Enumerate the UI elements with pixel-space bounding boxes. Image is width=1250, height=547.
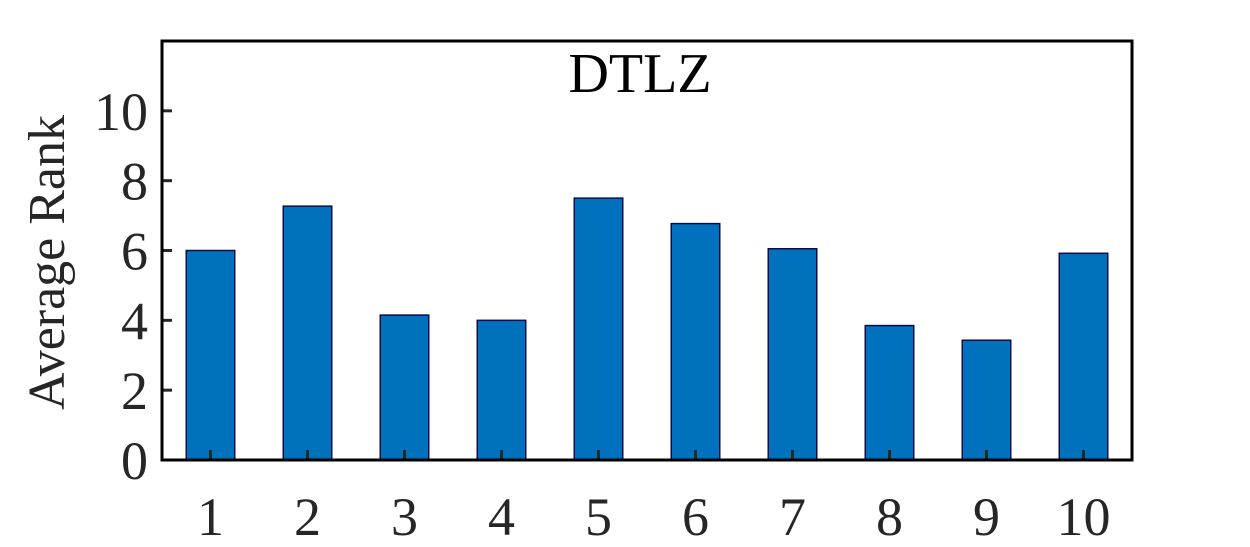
y-tick-label: 10 (94, 82, 148, 142)
y-tick-label: 0 (121, 431, 148, 491)
plot-area-frame (160, 39, 1134, 462)
x-tick-label: 1 (197, 487, 224, 547)
bars-group (185, 197, 1109, 461)
bar-6 (670, 222, 721, 461)
x-tick-label: 8 (876, 487, 903, 547)
bar-9 (961, 339, 1012, 461)
x-ticks-group: 1 2 3 4 5 6 7 8 9 10 (197, 450, 1111, 547)
x-tick-label: 3 (391, 487, 418, 547)
y-axis-label: Average Rank (19, 115, 76, 410)
y-tick-label: 6 (121, 222, 148, 282)
bar-1 (185, 249, 236, 461)
bar-8 (864, 324, 915, 461)
x-tick-label: 4 (488, 487, 515, 547)
bar-5 (573, 197, 624, 461)
x-tick-label: 5 (585, 487, 612, 547)
x-tick-label: 10 (1057, 487, 1111, 547)
x-tick-label: 9 (973, 487, 1000, 547)
bar-3 (379, 314, 430, 461)
y-tick-label: 8 (121, 152, 148, 212)
bar-7 (767, 248, 818, 461)
bar-4 (476, 319, 527, 461)
chart-title: DTLZ (568, 43, 711, 105)
x-tick-label: 6 (682, 487, 709, 547)
x-tick-label: 2 (294, 487, 321, 547)
y-tick-label: 4 (121, 291, 148, 351)
bar-2 (282, 205, 333, 461)
x-tick-label: 7 (779, 487, 806, 547)
y-ticks-group: 0 2 4 6 8 10 (94, 82, 172, 491)
bar-10 (1058, 252, 1109, 461)
y-tick-label: 2 (121, 361, 148, 421)
